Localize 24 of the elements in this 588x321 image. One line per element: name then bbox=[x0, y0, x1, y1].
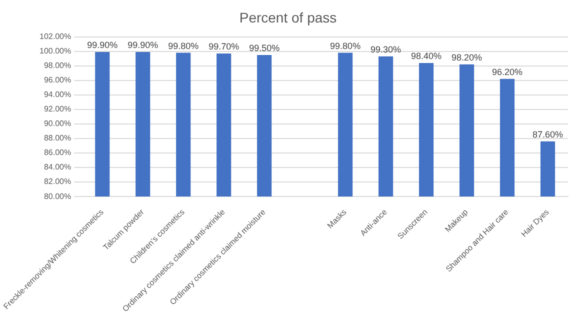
data-label: 99.30% bbox=[370, 44, 402, 54]
data-label: 99.80% bbox=[330, 40, 361, 51]
y-tick-label: 98.00% bbox=[44, 61, 72, 70]
data-label: 99.90% bbox=[87, 40, 118, 50]
y-tick-label: 84.00% bbox=[44, 162, 72, 172]
y-tick-label: 92.00% bbox=[44, 104, 72, 114]
y-tick-label: 94.00% bbox=[44, 90, 72, 100]
data-label: 98.40% bbox=[411, 50, 442, 61]
y-tick-label: 86.00% bbox=[44, 148, 72, 158]
data-label: 98.20% bbox=[452, 52, 482, 62]
y-tick-label: 80.00% bbox=[44, 192, 72, 201]
data-label: 99.80% bbox=[168, 40, 199, 51]
y-tick-label: 90.00% bbox=[44, 119, 72, 128]
y-tick-label: 96.00% bbox=[44, 76, 72, 85]
y-tick-label: 100.00% bbox=[40, 46, 72, 56]
y-tick-label: 88.00% bbox=[44, 134, 72, 143]
data-label: 96.20% bbox=[492, 66, 523, 77]
chart-title: Percent of pass bbox=[239, 9, 337, 26]
data-label: 99.70% bbox=[208, 41, 240, 52]
data-label: 99.50% bbox=[249, 42, 280, 53]
data-label: 87.60% bbox=[532, 129, 564, 140]
y-tick-label: 82.00% bbox=[44, 177, 72, 186]
data-label: 99.90% bbox=[128, 40, 158, 50]
y-tick-label: 102.00% bbox=[40, 32, 72, 42]
